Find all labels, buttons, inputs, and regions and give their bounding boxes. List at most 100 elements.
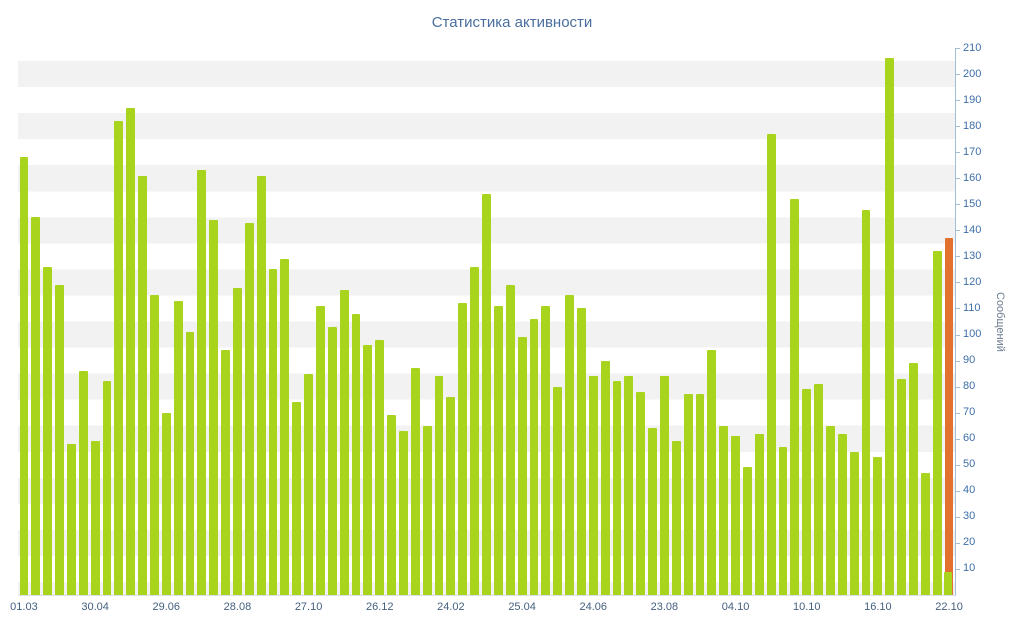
x-tick-label: 16.10 bbox=[864, 601, 892, 613]
y-tick-label: 90 bbox=[963, 354, 976, 367]
bar bbox=[707, 350, 717, 595]
bar bbox=[731, 436, 740, 595]
bar bbox=[576, 308, 586, 595]
y-tick-label: 80 bbox=[963, 380, 976, 393]
bar bbox=[517, 337, 527, 595]
bar bbox=[138, 175, 147, 595]
bar bbox=[363, 344, 373, 595]
y-tick-label: 30 bbox=[963, 510, 976, 523]
y-tick-label: 110 bbox=[963, 301, 981, 314]
y-tick-mark bbox=[955, 178, 960, 180]
y-tick-mark bbox=[955, 126, 960, 128]
bar bbox=[268, 269, 278, 595]
bar bbox=[55, 285, 64, 595]
y-tick-label: 190 bbox=[963, 93, 982, 106]
x-tick-label: 26.12 bbox=[365, 601, 394, 613]
y-tick-mark bbox=[955, 438, 960, 440]
x-tick-label: 30.04 bbox=[81, 601, 109, 613]
bar bbox=[19, 157, 29, 595]
bar bbox=[410, 368, 420, 595]
bar bbox=[458, 303, 468, 595]
bar-highlight bbox=[944, 238, 954, 595]
bar bbox=[197, 170, 207, 595]
chart-title: Статистика активности bbox=[431, 14, 593, 31]
bar bbox=[909, 363, 918, 595]
bar bbox=[43, 266, 53, 595]
bar bbox=[149, 295, 159, 595]
bar bbox=[114, 120, 124, 595]
bar bbox=[375, 339, 385, 595]
y-tick-mark bbox=[955, 308, 960, 310]
bar bbox=[778, 446, 788, 595]
bar bbox=[126, 107, 136, 595]
bar bbox=[861, 209, 871, 595]
y-tick-mark bbox=[955, 412, 960, 414]
x-tick-label: 04.10 bbox=[721, 601, 750, 613]
y-tick-mark bbox=[955, 360, 960, 362]
y-tick-label: 60 bbox=[963, 432, 976, 445]
bar bbox=[885, 58, 895, 595]
x-tick-label: 24.06 bbox=[579, 601, 607, 613]
x-tick-label: 25.04 bbox=[508, 601, 536, 613]
bar bbox=[719, 425, 729, 595]
bar bbox=[636, 391, 646, 595]
bar bbox=[766, 133, 776, 595]
bar bbox=[90, 441, 100, 595]
bar bbox=[683, 394, 693, 595]
y-tick-label: 50 bbox=[963, 458, 976, 471]
x-tick-label: 28.08 bbox=[223, 601, 252, 613]
bar bbox=[351, 313, 361, 595]
x-tick-label: 23.08 bbox=[650, 601, 679, 613]
bar bbox=[232, 287, 242, 595]
bar bbox=[814, 384, 824, 595]
bar bbox=[505, 285, 515, 595]
bar bbox=[826, 425, 835, 595]
x-tick-label: 24.02 bbox=[437, 601, 465, 613]
y-tick-mark bbox=[955, 204, 960, 206]
bar bbox=[897, 378, 907, 595]
bar bbox=[849, 451, 859, 595]
bar bbox=[185, 331, 195, 595]
y-tick-label: 120 bbox=[963, 275, 982, 288]
bar bbox=[802, 389, 812, 595]
bar bbox=[493, 305, 503, 595]
bar bbox=[446, 397, 456, 595]
y-tick-mark bbox=[955, 74, 960, 76]
bar bbox=[422, 425, 432, 595]
plot-area bbox=[18, 48, 956, 596]
bar bbox=[624, 376, 634, 595]
y-tick-label: 210 bbox=[963, 41, 982, 54]
y-tick-mark bbox=[955, 464, 960, 466]
bar bbox=[482, 193, 491, 595]
bar bbox=[173, 300, 183, 595]
y-tick-mark bbox=[955, 568, 960, 570]
y-tick-label: 160 bbox=[963, 171, 982, 184]
x-tick-label: 01.03 bbox=[10, 601, 38, 613]
y-tick-mark bbox=[955, 282, 960, 284]
bar bbox=[399, 430, 408, 595]
bar bbox=[280, 259, 290, 595]
y-tick-label: 140 bbox=[963, 223, 982, 236]
bar bbox=[873, 456, 883, 595]
bar bbox=[671, 441, 681, 595]
bar-overlay bbox=[943, 571, 953, 595]
bar bbox=[339, 290, 349, 595]
bar bbox=[327, 326, 337, 595]
y-tick-label: 20 bbox=[963, 536, 976, 549]
bar bbox=[244, 222, 254, 595]
y-tick-mark bbox=[955, 256, 960, 258]
y-tick-label: 40 bbox=[963, 484, 976, 497]
y-tick-mark bbox=[955, 230, 960, 232]
bar bbox=[837, 433, 847, 595]
y-tick-label: 200 bbox=[963, 67, 982, 80]
bar bbox=[102, 381, 112, 595]
bar bbox=[920, 472, 930, 595]
y-tick-label: 130 bbox=[963, 249, 982, 262]
y-tick-mark bbox=[955, 542, 960, 544]
bar bbox=[648, 428, 657, 595]
y-tick-mark bbox=[955, 386, 960, 388]
y-tick-mark bbox=[955, 334, 960, 336]
bar bbox=[78, 371, 88, 595]
bar bbox=[754, 433, 764, 595]
